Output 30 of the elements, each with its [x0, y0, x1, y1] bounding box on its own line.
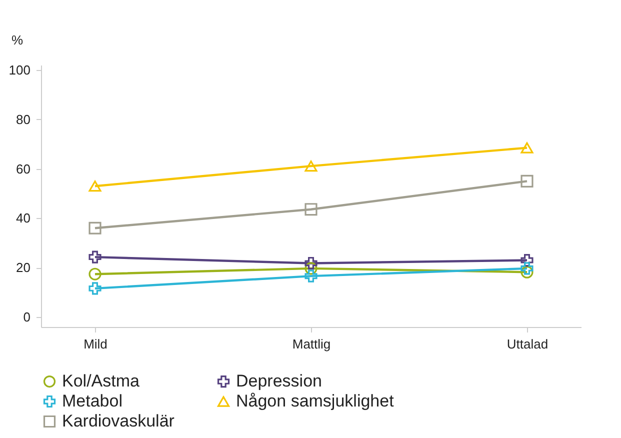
x-tick-label: Uttalad [506, 336, 548, 352]
legend-label: Depression [236, 372, 322, 391]
point [304, 160, 318, 172]
x-tick-label: Mattlig [292, 336, 331, 352]
point [520, 174, 534, 188]
point [304, 256, 318, 270]
point [520, 262, 534, 275]
y-tick-label: 80 [16, 112, 30, 127]
point [520, 266, 534, 278]
point [520, 142, 534, 154]
y-tick-label: 100 [8, 62, 30, 78]
point [88, 282, 102, 295]
point [88, 250, 102, 264]
point [88, 268, 102, 280]
legend-label: Metabol [62, 392, 122, 410]
y-tick-label: 20 [16, 260, 30, 276]
legend-label: Kardiovaskulär [62, 412, 175, 430]
x-tick-label: Mild [84, 336, 108, 352]
point [88, 222, 102, 234]
y-tick-label: 60 [16, 161, 30, 176]
y-tick-label: 0 [23, 310, 30, 325]
point [88, 180, 102, 192]
point [520, 254, 534, 267]
legend-label: Någon samsjuklighet [236, 392, 394, 410]
y-axis-title: % [12, 32, 24, 48]
legend-label: Kol/Astma [62, 372, 140, 391]
y-tick-label: 40 [16, 210, 30, 226]
point [304, 262, 318, 275]
point [304, 270, 318, 282]
point [304, 203, 318, 216]
